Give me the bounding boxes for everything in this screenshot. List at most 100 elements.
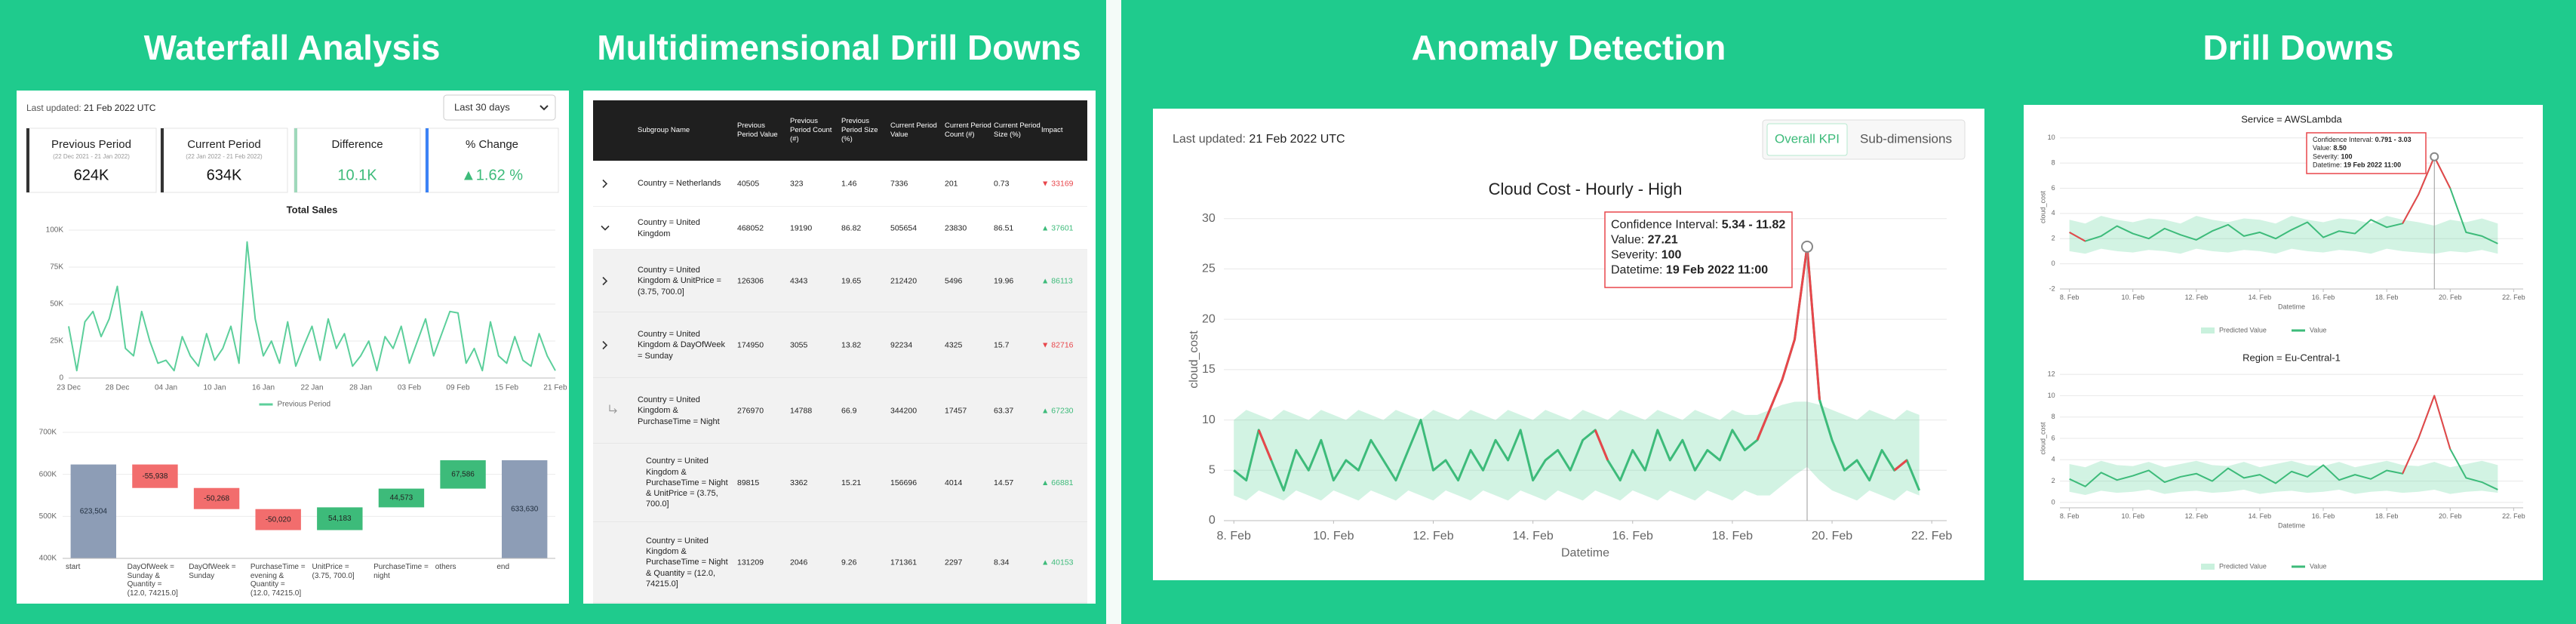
cell: 14788	[790, 406, 812, 415]
x-tick-label: 09 Feb	[446, 384, 470, 392]
tooltip-value: 19 Feb 2022 11:00	[1666, 264, 1768, 277]
x-axis-label: Datetime	[2278, 303, 2305, 311]
legend-label: Value	[2310, 562, 2326, 570]
cell: 156696	[890, 478, 917, 487]
chart-title: Total Sales	[287, 204, 338, 215]
x-tick-label: 04 Jan	[155, 384, 177, 392]
card-value: ▲1.62 %	[461, 167, 523, 183]
cell: 5496	[945, 276, 963, 285]
section-title: Waterfall Analysis	[144, 28, 441, 67]
y-tick-label: 10	[2048, 134, 2055, 141]
card-value: 10.1K	[337, 167, 377, 183]
value-label: -50,020	[266, 515, 291, 524]
legend-label: Predicted Value	[2219, 562, 2267, 570]
x-tick-label: 10. Feb	[2121, 294, 2144, 301]
x-tick-label: 12. Feb	[2185, 294, 2209, 301]
x-tick-label: PurchaseTime = night	[373, 563, 429, 580]
y-tick-label: 25	[1202, 263, 1216, 275]
table-row	[593, 522, 1087, 603]
x-tick-label: 16. Feb	[2312, 294, 2335, 301]
card-accent	[161, 128, 164, 192]
tooltip-value: 100	[1661, 249, 1682, 262]
cell: 17457	[945, 406, 967, 415]
x-tick-label: UnitPrice = (3.75, 700.0]	[312, 563, 355, 580]
cell: 19.96	[994, 276, 1013, 285]
y-tick-label: 400K	[39, 555, 57, 563]
y-tick-label: 100K	[46, 226, 64, 235]
y-tick-label: 10	[1202, 413, 1216, 426]
value-label: 67,586	[451, 470, 475, 478]
x-tick-label: PurchaseTime = evening & Quantity = (12.…	[250, 563, 306, 598]
cell: 276970	[737, 406, 764, 415]
tooltip-value: 0.791 - 3.03	[2375, 136, 2412, 143]
tooltip-label: Value:	[1611, 234, 1644, 247]
cell: 3055	[790, 340, 808, 349]
subgroup-name: Country = United Kingdom & PurchaseTime …	[646, 536, 728, 589]
card-value: 624K	[74, 167, 109, 183]
tabs[interactable]: Overall KPI Sub-dimensions	[1762, 119, 1966, 160]
y-tick-label: 0	[2052, 260, 2055, 267]
x-tick-label: 20. Feb	[1812, 530, 1852, 543]
cell: 19190	[790, 223, 812, 232]
x-axis-label: Datetime	[2278, 522, 2305, 530]
cell: 14.57	[994, 478, 1013, 487]
cell: 23830	[945, 223, 967, 232]
tooltip-label: Value:	[2313, 145, 2332, 152]
y-tick-label: 2	[2052, 235, 2055, 242]
card-label: Current Period	[187, 138, 261, 151]
table-row	[593, 207, 1087, 250]
bar	[193, 487, 240, 509]
y-tick-label: 600K	[39, 470, 57, 478]
tab-active[interactable]	[1766, 123, 1848, 156]
cell: 126306	[737, 276, 764, 285]
chart-title: Region = Eu-Central-1	[2242, 352, 2341, 363]
period-select[interactable]: Last 30 days	[443, 94, 556, 121]
tooltip-line: Confidence Interval: 0.791 - 3.03	[2313, 136, 2412, 143]
table-row	[593, 378, 1087, 444]
column-header-box: Current Period Count (#)	[945, 121, 991, 139]
y-tick-label: 20	[1202, 312, 1216, 325]
tooltip-value: 100	[2341, 153, 2353, 161]
line	[68, 241, 556, 372]
y-tick-label: -2	[2049, 284, 2055, 292]
select-box[interactable]	[443, 94, 556, 121]
y-tick-label: 50K	[50, 300, 63, 309]
column-header-box: Previous Period Value	[737, 121, 778, 139]
legend-swatch	[2201, 564, 2215, 570]
select-value[interactable]: Last 30 days	[454, 101, 510, 112]
cell: 1.46	[841, 179, 857, 188]
expand-icon	[601, 225, 610, 231]
bar	[132, 464, 178, 488]
tooltip-line: Value: 8.50	[2313, 145, 2347, 152]
legend-label: Predicted Value	[2219, 326, 2267, 334]
x-tick-label: 10. Feb	[1313, 530, 1354, 543]
y-tick-label: 8	[2052, 413, 2055, 420]
x-tick-label: 12. Feb	[1412, 530, 1453, 543]
impact: ▲ 67230	[1041, 406, 1074, 415]
x-tick-label: 21 Feb	[543, 384, 567, 392]
x-tick-label-box: start	[66, 563, 80, 571]
table-row	[593, 250, 1087, 312]
chart-title: Service = AWSLambda	[2241, 113, 2342, 124]
x-tick-label-box: PurchaseTime = evening & Quantity = (12.…	[250, 563, 306, 598]
x-tick-label: 18. Feb	[2375, 294, 2399, 301]
y-axis-label: cloud_cost	[2039, 190, 2046, 223]
tab[interactable]: Overall KPI	[1775, 131, 1840, 146]
tab[interactable]: Sub-dimensions	[1860, 131, 1952, 146]
tooltip-line: Datetime: 19 Feb 2022 11:00	[2313, 161, 2401, 169]
y-tick-label: 75K	[50, 263, 63, 272]
highlight-point	[1801, 240, 1814, 253]
tooltip	[1604, 211, 1793, 288]
cell: 40505	[737, 179, 759, 188]
column-header: Subgroup Name	[638, 126, 690, 135]
card-accent	[426, 128, 429, 192]
column-header-box: Current Period Size (%)	[994, 121, 1041, 139]
cell: 92234	[890, 340, 912, 349]
card-value: 634K	[207, 167, 242, 183]
value-label: -50,268	[204, 494, 229, 503]
legend-label: Previous Period	[278, 401, 331, 409]
last-updated: Last updated: 21 Feb 2022 UTC	[1173, 133, 1345, 146]
x-tick-label-box: DayOfWeek = Sunday & Quantity = (12.0, 7…	[128, 563, 178, 598]
date: 21 Feb 2022 UTC	[1249, 133, 1345, 146]
